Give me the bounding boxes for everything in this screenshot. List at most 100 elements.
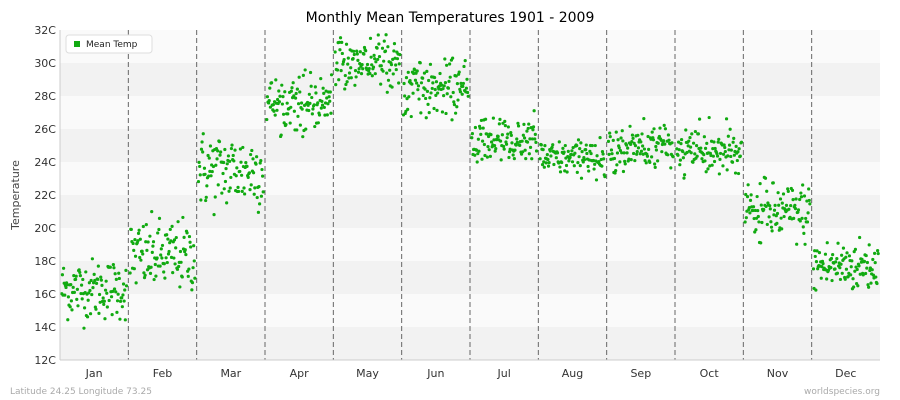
legend[interactable]: Mean Temp	[65, 34, 153, 54]
data-point	[377, 42, 381, 46]
data-point	[480, 157, 484, 161]
data-point	[397, 62, 401, 66]
data-point	[229, 146, 234, 151]
data-point	[236, 185, 240, 189]
data-point	[470, 136, 474, 140]
data-point	[592, 167, 596, 171]
data-point	[297, 75, 301, 79]
data-point	[821, 262, 825, 266]
data-point	[204, 198, 208, 203]
data-point	[397, 81, 401, 85]
data-point	[65, 283, 69, 287]
data-point	[285, 101, 289, 105]
data-point	[759, 241, 763, 245]
data-point	[167, 249, 171, 254]
data-point	[772, 213, 776, 217]
data-point	[123, 288, 127, 292]
data-point	[212, 213, 216, 217]
data-point	[781, 192, 786, 196]
data-point	[437, 84, 442, 88]
data-point	[340, 51, 344, 56]
data-point	[337, 78, 341, 82]
data-point	[382, 39, 386, 43]
data-point	[392, 42, 397, 46]
data-point	[426, 102, 430, 106]
data-point	[767, 215, 771, 219]
y-tick-label: 16C	[34, 288, 56, 301]
data-point	[333, 50, 337, 54]
data-point	[64, 285, 68, 290]
y-tick-label: 22C	[34, 189, 56, 202]
data-point	[681, 156, 685, 160]
data-point	[759, 203, 763, 207]
data-point	[206, 153, 210, 158]
data-point	[102, 302, 106, 306]
data-point	[296, 114, 300, 118]
data-point	[182, 235, 186, 239]
data-point	[572, 164, 576, 168]
data-point	[71, 285, 75, 289]
data-point	[278, 94, 282, 98]
data-point	[823, 252, 828, 256]
data-point	[258, 161, 262, 165]
data-point	[629, 158, 633, 162]
data-point	[639, 149, 644, 153]
data-point	[115, 310, 119, 314]
data-point	[156, 231, 160, 235]
data-point	[422, 71, 427, 75]
data-point	[249, 152, 253, 157]
data-point	[368, 71, 372, 76]
data-point	[534, 149, 539, 153]
data-point	[337, 40, 341, 44]
data-point	[166, 252, 171, 256]
data-point	[779, 216, 783, 220]
data-point	[132, 267, 136, 271]
y-tick-label: 18C	[34, 255, 56, 268]
data-point	[158, 264, 162, 268]
data-point	[525, 140, 530, 144]
data-point	[259, 159, 263, 163]
data-point	[245, 164, 249, 169]
data-point	[679, 137, 684, 142]
data-point	[340, 40, 344, 44]
data-point	[814, 260, 819, 264]
data-point	[839, 262, 843, 266]
data-point	[273, 113, 277, 117]
x-tick-label: Oct	[700, 367, 720, 380]
data-point	[477, 149, 481, 153]
legend-marker	[74, 41, 80, 47]
data-point	[470, 132, 474, 136]
data-point	[756, 214, 760, 219]
month-separators	[127, 30, 813, 360]
data-point	[202, 166, 207, 170]
data-point	[867, 243, 871, 247]
data-point	[284, 122, 288, 127]
data-point	[533, 137, 537, 141]
data-point	[686, 144, 690, 148]
data-point	[168, 227, 172, 232]
data-point	[815, 249, 819, 253]
data-point	[600, 164, 604, 168]
data-point	[751, 208, 755, 213]
footer-source[interactable]: worldspecies.org	[804, 387, 880, 397]
data-point	[662, 139, 666, 143]
data-point	[154, 274, 158, 278]
data-point	[563, 143, 567, 148]
data-point	[335, 68, 340, 72]
data-point	[653, 165, 657, 169]
data-point	[204, 195, 208, 199]
data-point	[452, 100, 456, 104]
data-point	[274, 78, 278, 82]
data-point	[620, 129, 624, 133]
data-point	[142, 271, 146, 275]
footer-location: Latitude 24.25 Longitude 73.25	[10, 387, 152, 397]
data-point	[190, 288, 194, 292]
data-point	[659, 138, 663, 142]
data-point	[587, 169, 591, 173]
data-point	[577, 155, 581, 159]
data-point	[228, 186, 232, 190]
data-point	[160, 243, 165, 248]
data-point	[379, 64, 383, 68]
data-point	[203, 172, 207, 176]
data-point	[755, 194, 759, 199]
